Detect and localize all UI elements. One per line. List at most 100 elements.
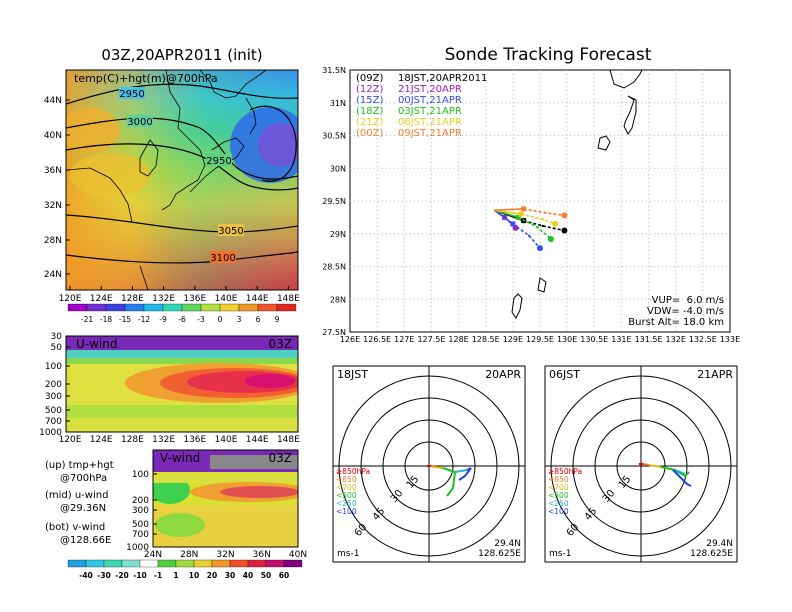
colorbar-swatch [157,559,177,568]
lat-tick-label: 28N [180,550,198,560]
lon-tick-label: 140E [215,294,238,304]
pressure-tick-label: 300 [45,392,62,402]
colorbar-label: -20 [115,571,129,580]
colorbar-label: -15 [119,315,131,324]
track-point [537,245,543,252]
colorbar-label: 3 [237,315,242,324]
lon-tick-label: 124E [90,435,113,445]
colorbar-swatch [229,559,249,568]
lat-tick-label: 27.5N [322,328,346,337]
pressure-tick-label: 200 [132,496,149,506]
colorbar-label: 0 [218,315,223,324]
lat-tick-label: 28.5N [322,263,346,272]
lat-tick-label: 32N [44,201,62,211]
pressure-tick-label: 50 [51,343,63,353]
pressure-tick-label: 300 [132,506,149,516]
legend-utc: (00Z) [356,128,383,139]
lon-tick-label: 124E [90,294,113,304]
colorbar-label: 6 [256,315,261,324]
lat-tick-label: 40N [44,131,62,141]
info-line: VDW= -4.0 m/s [647,306,724,317]
lat-tick-label: 28N [44,236,62,246]
colorbar-label: -40 [79,571,93,580]
track-point [547,235,554,242]
hodo-lon: 128.625E [478,549,521,559]
colorbar-label: 50 [261,571,271,580]
track-series-line [493,209,514,225]
lat-tick-label: 31.5N [322,66,346,75]
legend-utc: (09Z) [356,73,383,84]
lon-tick-label: 129E [503,335,523,344]
pressure-tick-label: 700 [132,530,149,540]
colorbar-swatch [86,303,107,312]
track-grid [350,70,730,332]
track-point [541,218,544,221]
contour-label: 3100 [210,253,235,264]
colorbar-swatch [139,559,159,568]
lon-tick-label: 128E [121,435,144,445]
lon-tick-label: 126E [340,335,360,344]
lat-tick-label: 30.5N [322,132,346,141]
colorbar-label: 20 [207,571,217,580]
colorbar-swatch [85,559,105,568]
lat-tick-label: 24N [44,270,62,280]
lon-tick-label: 120E [59,294,82,304]
contour-label: 3000 [127,117,152,128]
lon-tick-label: 132E [152,435,175,445]
legend-utc: (18Z) [356,106,383,117]
colorbar-label: -21 [81,315,93,324]
hodo-trace [430,465,436,468]
level-legend: <250 [548,499,569,508]
hodo-date: 21APR [697,368,733,381]
colorbar-label: 40 [243,571,253,580]
level-legend: ≥850hPa [548,467,582,476]
track-point [536,226,539,229]
colorbar-label: 60 [279,571,289,580]
level-legend: <850 [336,475,357,484]
pressure-tick-label: 100 [132,470,149,480]
lon-tick-label: 128E [448,335,468,344]
lon-tick-label: 132E [666,335,686,344]
lon-tick-label: 131E [611,335,631,344]
track-lat-labels: 31.5N 31N 30.5N 30N 29.5N 29N 28.5N 28N 27.5N [322,66,346,337]
note-line: (up) tmp+hgt [45,460,114,471]
track-point [510,221,516,227]
lon-tick-label: 128.5E [472,335,500,344]
legend-label: 03JST,21APR [398,106,462,117]
track-panel: (09Z) 18JST,20APR2011 (12Z) 21JST,20APR (15Z… [322,66,740,344]
hodo-date: 20APR [485,368,521,381]
lon-tick-label: 140E [215,435,238,445]
colorbar-label: 30 [225,571,235,580]
lon-tick-label: 132.5E [689,335,717,344]
colorbar-label: -3 [197,315,205,324]
lat-tick-label: 28N [330,295,346,304]
legend-utc: (21Z) [356,117,383,128]
colorbar-swatch [143,303,164,312]
hodo-trace [442,467,457,497]
colorbar-swatch [105,303,126,312]
colorbar-swatch [265,559,285,568]
hodograph-left: 18JST 20APR29.4N128.625Ems-115304560≥850h… [332,365,526,563]
vwind-lat-labels: 24N 28N 32N 36N 40N [144,550,307,560]
contour-labels: 2950 3000 2950 3050 3100 [119,87,244,264]
note-line: (bot) v-wind [45,522,105,533]
pressure-tick-label: 700 [45,417,62,427]
lon-tick-label: 126.5E [363,335,391,344]
colorbar-label: -30 [97,571,111,580]
vwind-label: V-wind [160,451,200,465]
track-point [544,211,547,214]
lat-tick-label: 40N [289,550,307,560]
track-point [541,224,544,228]
lon-tick-label: 144E [246,294,269,304]
hodo-lon: 128.625E [690,549,733,559]
map-lon-labels: 120E 124E 128E 132E 136E 140E 144E 148E [59,286,300,304]
note-line: (mid) u-wind [45,490,108,501]
colorbar-label: -6 [178,315,186,324]
level-legend: <700 [336,483,357,492]
colorbar-swatch [257,303,278,312]
track-legend: (09Z) 18JST,20APR2011 (12Z) 21JST,20APR (15Z… [356,73,487,139]
pressure-tick-label: 30 [51,332,63,342]
